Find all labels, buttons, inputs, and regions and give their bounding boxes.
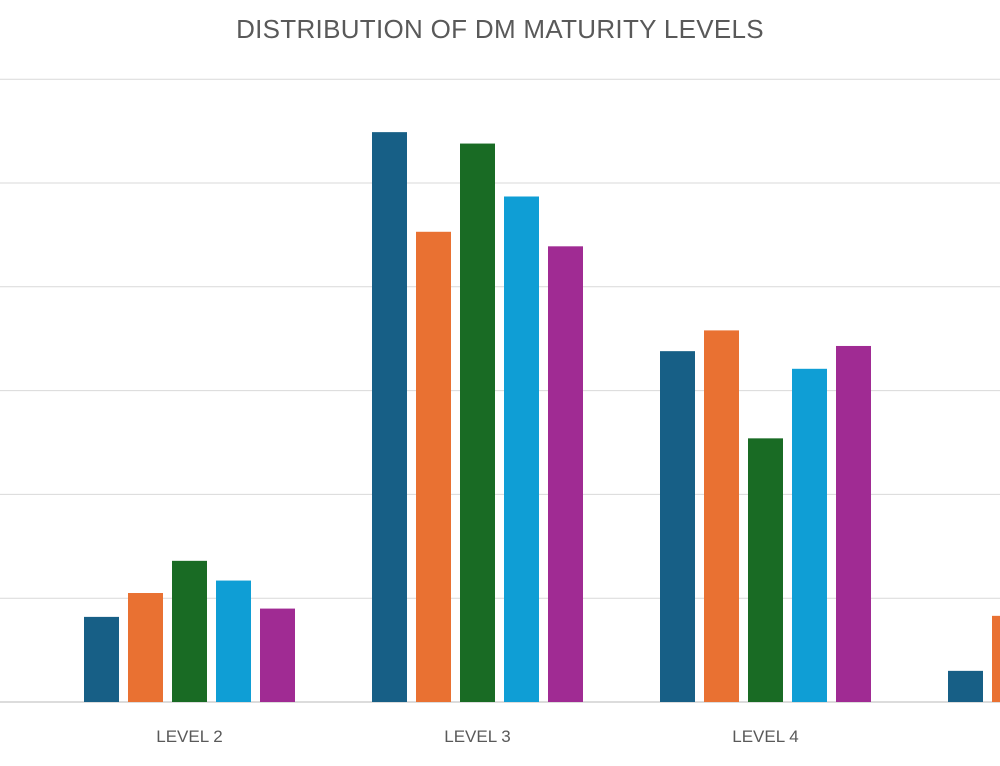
bar <box>372 132 407 702</box>
bar <box>660 351 695 702</box>
chart-title: DISTRIBUTION OF DM MATURITY LEVELS <box>236 14 764 44</box>
bar <box>416 231 451 702</box>
x-tick-label: LEVEL 3 <box>444 727 510 746</box>
bar <box>260 608 295 702</box>
bar <box>704 330 739 702</box>
bar <box>748 438 783 702</box>
bar <box>460 143 495 702</box>
bar <box>992 615 1000 702</box>
x-tick-label: LEVEL 2 <box>156 727 222 746</box>
bar <box>172 560 207 702</box>
bar <box>836 345 871 702</box>
bar <box>216 580 251 702</box>
bar <box>128 593 163 702</box>
bar <box>84 616 119 702</box>
bar <box>504 196 539 702</box>
bar <box>548 246 583 702</box>
bar <box>948 670 983 702</box>
x-tick-label: LEVEL 4 <box>732 727 798 746</box>
bar <box>792 368 827 702</box>
